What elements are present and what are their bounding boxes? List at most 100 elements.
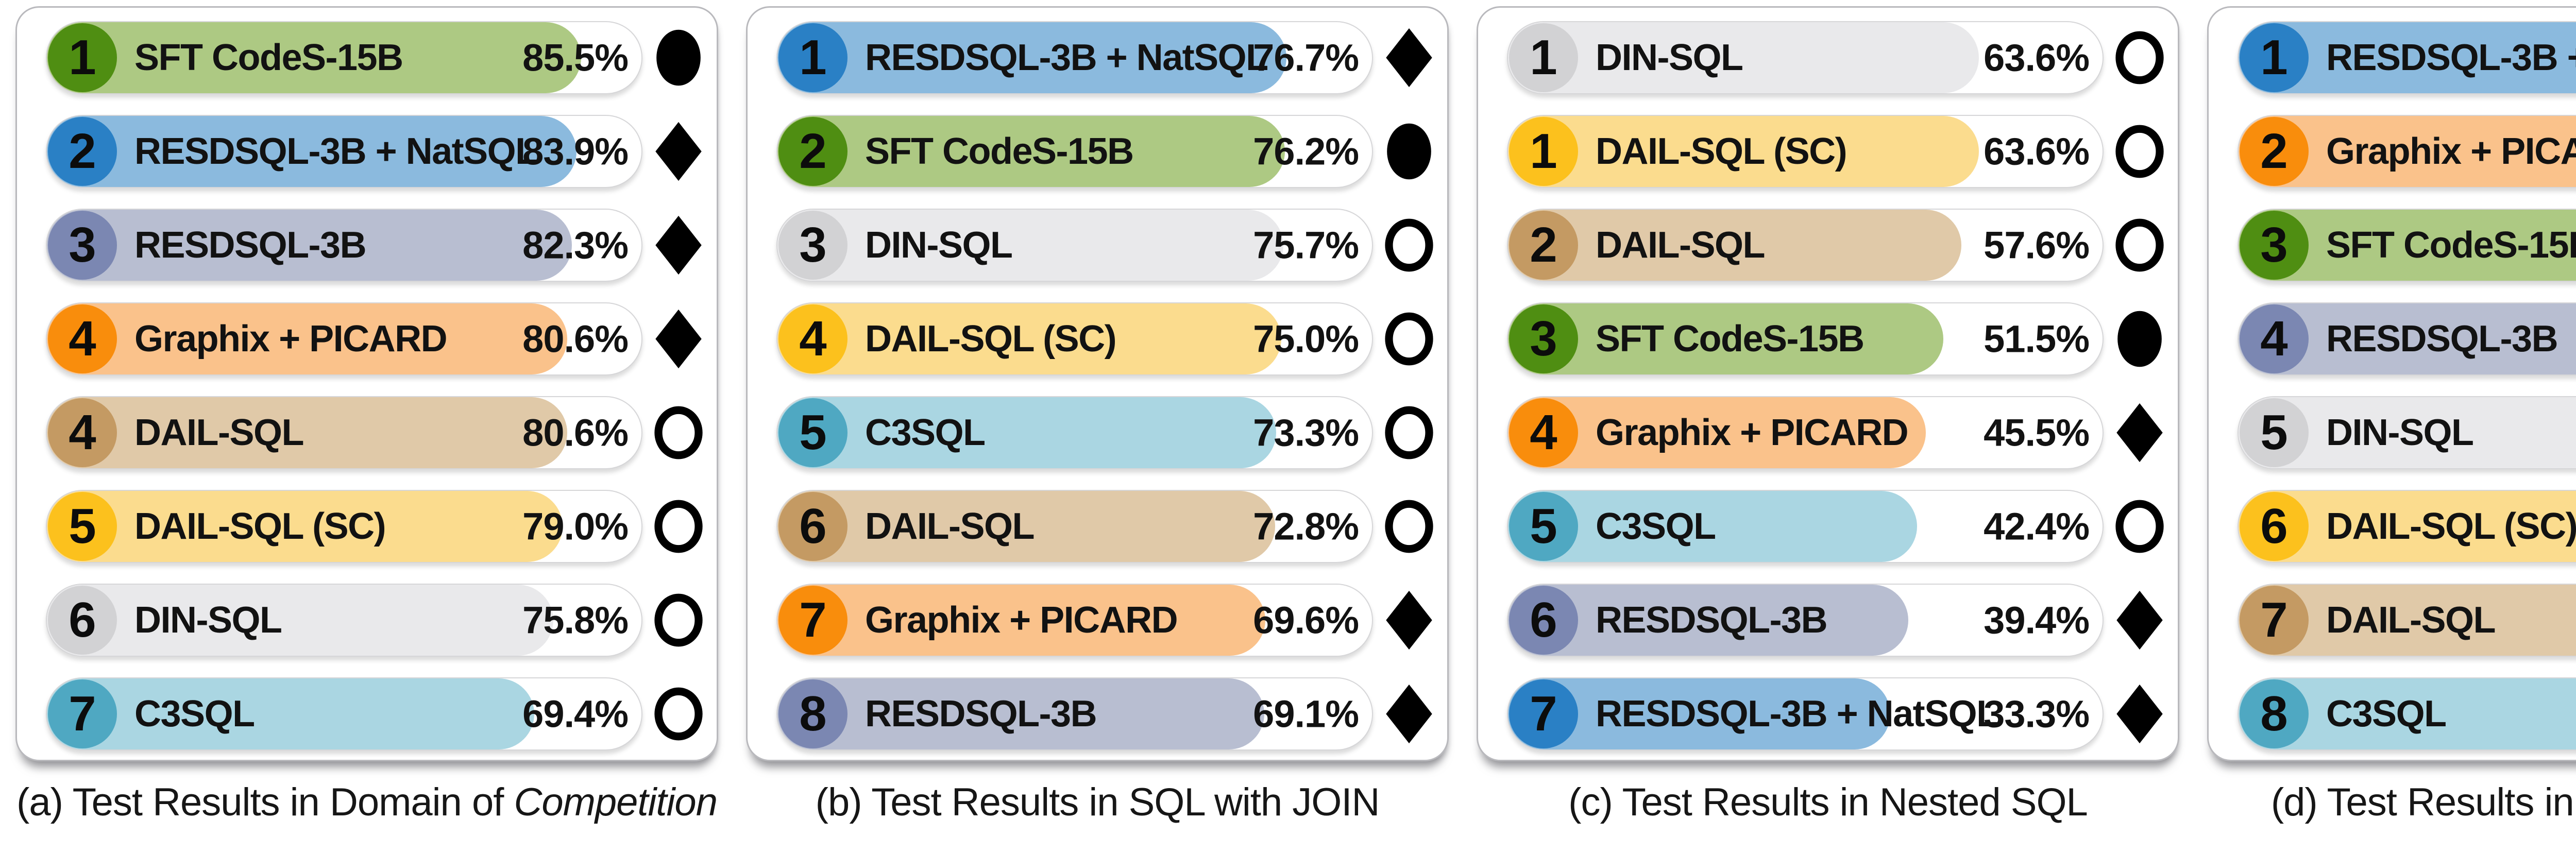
ranking-row: 6 DAIL-SQL (SC) 93.6% (2238, 490, 2576, 563)
rank-badge: 1 (2240, 23, 2309, 92)
rank-badge: 3 (48, 211, 117, 280)
rank-badge: 7 (2240, 586, 2309, 655)
model-name: DIN-SQL (134, 600, 282, 641)
model-name: DAIL-SQL (SC) (865, 318, 1117, 360)
panel-caption: (d) Test Results in Query Variance (2207, 780, 2576, 825)
score-value: 80.6% (522, 317, 629, 361)
model-name: Graphix + PICARD (1596, 412, 1909, 453)
model-name: C3SQL (1596, 506, 1716, 547)
model-name: C3SQL (134, 693, 255, 735)
marker-box (645, 115, 713, 188)
score-value: 69.6% (1253, 599, 1359, 642)
open-circle-icon (654, 406, 703, 459)
score-value: 63.6% (1984, 130, 2090, 173)
ranking-row: 8 RESDSQL-3B 69.1% (776, 677, 1447, 750)
rank-badge: 4 (48, 398, 117, 467)
rank-number: 7 (1530, 686, 1557, 741)
marker-box (1375, 584, 1443, 657)
model-name: Graphix + PICARD (2326, 131, 2576, 172)
result-pill: 5 C3SQL 42.4% (1507, 490, 2104, 563)
filled-diamond-icon (1386, 684, 1432, 744)
rank-badge: 4 (2240, 304, 2309, 373)
ranking-row: 7 DAIL-SQL 93.3% (2238, 584, 2576, 657)
score-value: 63.6% (1984, 36, 2090, 79)
panel-d: 1 RESDSQL-3B + NatSQL 96.6% 2 Graphix + … (2207, 6, 2576, 825)
score-bar (777, 210, 1283, 281)
score-bar (1508, 210, 1961, 281)
marker-box (645, 584, 713, 657)
score-bar (1508, 22, 1979, 93)
marker-box (645, 209, 713, 282)
panel-a: 1 SFT CodeS-15B 85.5% 2 RESDSQL-3B + Nat… (15, 6, 718, 825)
result-pill: 3 DIN-SQL 75.7% (776, 209, 1373, 282)
result-pill: 7 RESDSQL-3B + NatSQL 33.3% (1507, 677, 2104, 750)
model-name: Graphix + PICARD (134, 318, 448, 360)
score-bar (47, 491, 563, 562)
model-name: RESDSQL-3B + NatSQL (865, 37, 1268, 78)
panel-c: 1 DIN-SQL 63.6% 1 DAIL-SQL (SC) 63.6% 2 … (1477, 6, 2179, 825)
model-name: C3SQL (865, 412, 986, 453)
rank-number: 7 (2260, 592, 2288, 647)
caption-text: (c) Test Results in Nested SQL (1568, 780, 2088, 824)
rank-number: 6 (799, 499, 827, 554)
open-circle-icon (2115, 218, 2164, 272)
rank-number: 6 (69, 592, 96, 647)
rank-badge: 3 (778, 211, 848, 280)
panel-box: 1 RESDSQL-3B + NatSQL 76.7% 2 SFT CodeS-… (746, 6, 1449, 761)
result-pill: 7 Graphix + PICARD 69.6% (776, 584, 1373, 657)
model-name: DIN-SQL (2326, 412, 2474, 453)
score-bar (47, 210, 572, 281)
rank-badge: 4 (778, 304, 848, 373)
ranking-row: 1 DAIL-SQL (SC) 63.6% (1507, 115, 2178, 188)
result-pill: 8 C3SQL 93.0% (2238, 677, 2576, 750)
ranking-row: 4 DAIL-SQL 80.6% (46, 396, 717, 469)
filled-diamond-icon (2116, 684, 2163, 744)
result-pill: 1 RESDSQL-3B + NatSQL 96.6% (2238, 21, 2576, 94)
result-pill: 6 DAIL-SQL (SC) 93.6% (2238, 490, 2576, 563)
score-bar (47, 678, 535, 749)
rank-badge: 4 (1509, 398, 1578, 467)
score-bar (777, 303, 1281, 374)
score-value: 45.5% (1984, 411, 2090, 454)
rank-number: 5 (799, 405, 827, 460)
marker-box (1375, 396, 1443, 469)
rank-badge: 7 (778, 586, 848, 655)
marker-box (1375, 677, 1443, 750)
score-value: 69.4% (522, 692, 629, 736)
panel-box: 1 SFT CodeS-15B 85.5% 2 RESDSQL-3B + Nat… (15, 6, 718, 761)
ranking-row: 7 Graphix + PICARD 69.6% (776, 584, 1447, 657)
result-pill: 2 Graphix + PICARD 96.0% (2238, 115, 2576, 188)
rank-number: 4 (2260, 311, 2288, 366)
score-bar (777, 678, 1264, 749)
score-value: 80.6% (522, 411, 629, 454)
ranking-row: 5 C3SQL 42.4% (1507, 490, 2178, 563)
result-pill: 3 RESDSQL-3B 82.3% (46, 209, 642, 282)
model-name: C3SQL (2326, 693, 2447, 735)
marker-box (1375, 21, 1443, 94)
filled-circle-icon (2117, 311, 2162, 367)
rank-number: 1 (1530, 124, 1557, 179)
model-name: SFT CodeS-15B (1596, 318, 1865, 360)
result-pill: 2 RESDSQL-3B + NatSQL 83.9% (46, 115, 642, 188)
rank-badge: 1 (1509, 117, 1578, 186)
rank-badge: 1 (1509, 23, 1578, 92)
result-pill: 2 DAIL-SQL 57.6% (1507, 209, 2104, 282)
rank-number: 7 (799, 592, 827, 647)
ranking-row: 6 DIN-SQL 75.8% (46, 584, 717, 657)
result-pill: 3 SFT CodeS-15B 95.5% (2238, 209, 2576, 282)
marker-box (2106, 302, 2174, 376)
filled-diamond-icon (655, 122, 702, 181)
ranking-row: 3 DIN-SQL 75.7% (776, 209, 1447, 282)
score-bar (1508, 116, 1979, 187)
open-circle-icon (654, 500, 703, 553)
rank-number: 6 (1530, 592, 1557, 647)
result-pill: 7 C3SQL 69.4% (46, 677, 642, 750)
ranking-row: 6 RESDSQL-3B 39.4% (1507, 584, 2178, 657)
rank-number: 3 (1530, 311, 1557, 366)
ranking-row: 5 DIN-SQL 94.1% (2238, 396, 2576, 469)
marker-box (645, 21, 713, 94)
open-circle-icon (654, 593, 703, 647)
rank-number: 2 (1530, 217, 1557, 272)
rank-badge: 7 (48, 679, 117, 748)
score-value: 75.8% (522, 599, 629, 642)
